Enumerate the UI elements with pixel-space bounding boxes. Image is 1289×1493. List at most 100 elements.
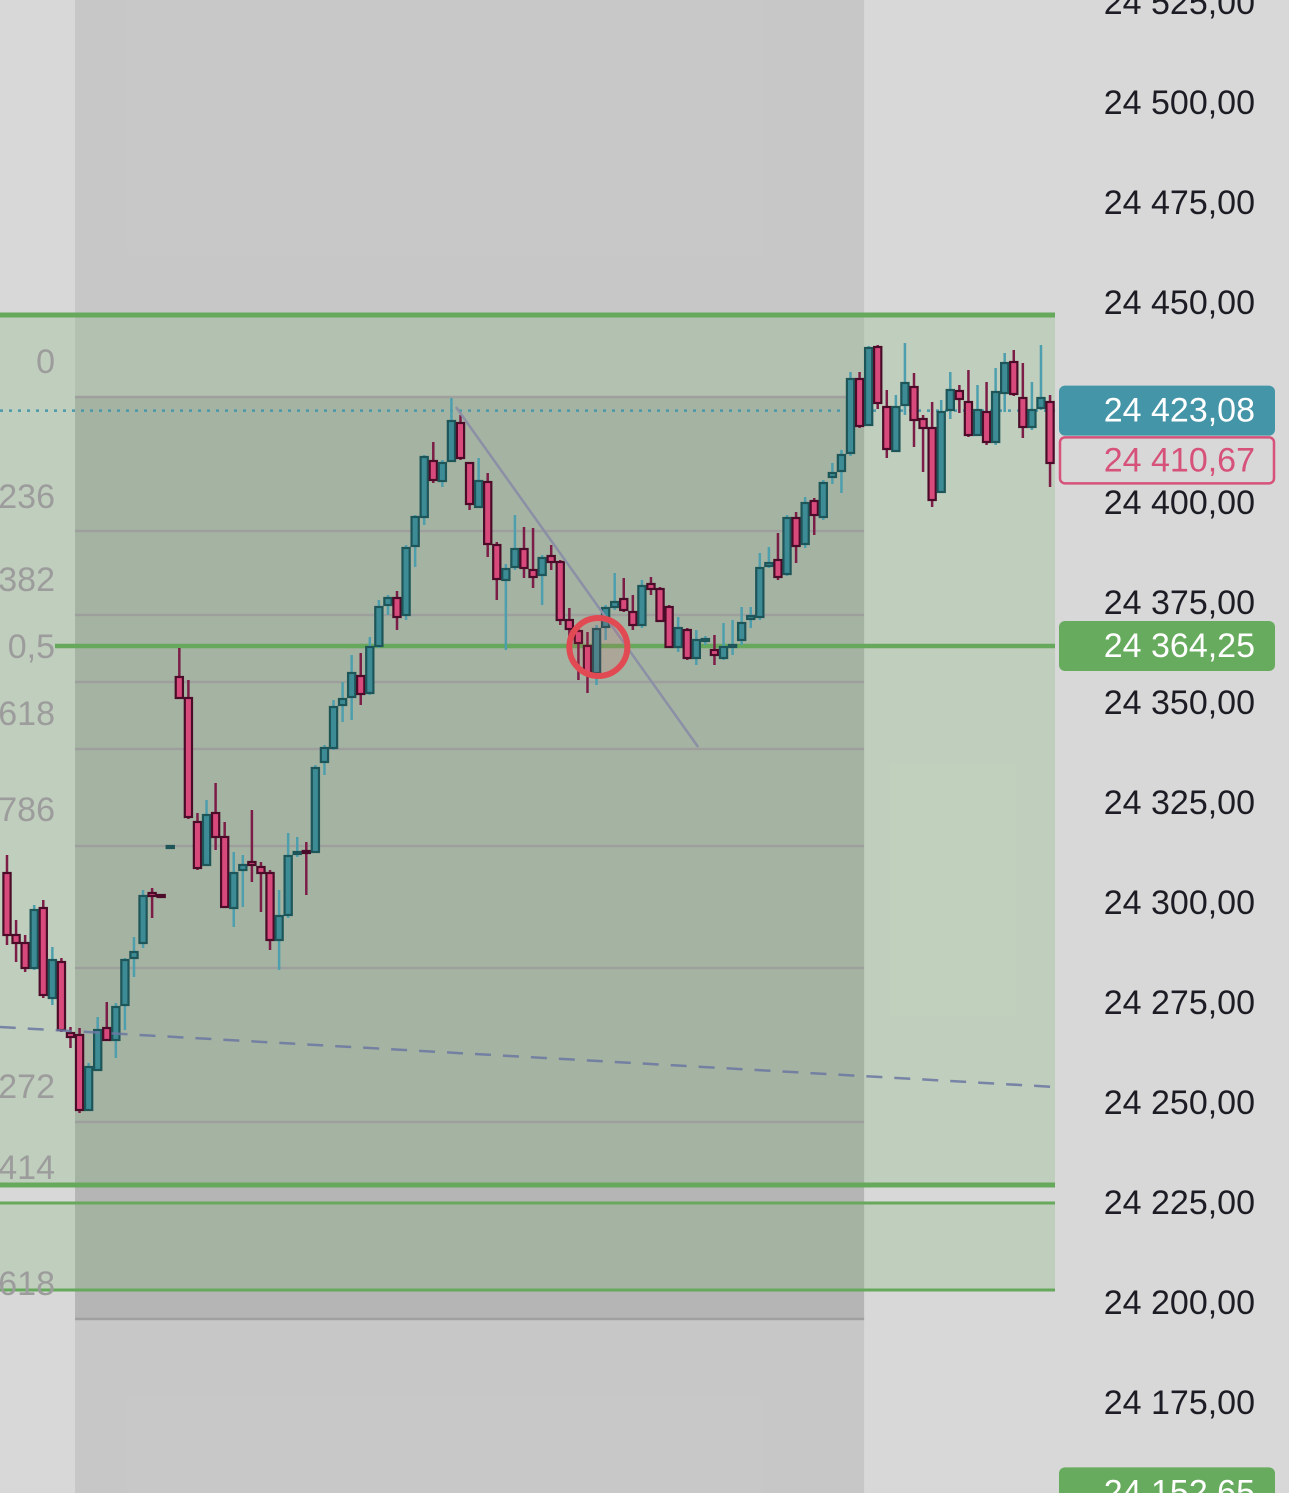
candle-body [156,893,166,899]
candle-body [863,346,874,427]
candle-body [564,618,575,631]
candle [501,564,511,650]
candle [700,636,711,645]
candle [29,905,39,970]
candle-body [628,610,638,627]
price-axis-label: 24 525,00 [1104,0,1255,22]
fib-label-1414: 414 [0,1149,55,1187]
candle-body [936,410,946,494]
candle [56,958,67,1032]
candle-body [927,426,937,502]
candle-body [83,1065,94,1112]
candle [374,600,384,648]
candle-body [990,390,1001,444]
price-axis-label: 24 225,00 [1104,1184,1255,1222]
candle [1045,395,1055,487]
price-axis[interactable]: 24 525,00 24 500,00 24 475,00 24 450,00 24 4… [1104,0,1255,1422]
candle-body [900,381,910,407]
candle-body [664,605,674,649]
candle-body [501,567,511,582]
candle [945,372,955,419]
candle [492,542,502,600]
price-axis-label: 24 325,00 [1104,784,1255,822]
candle [791,512,801,563]
candle [138,890,148,948]
candle [963,370,974,437]
price-tag: 24 152,65 [1059,1467,1275,1493]
candle [873,345,883,409]
fib-label-0: 0 [36,343,55,381]
candle-body [809,499,819,517]
candle-body [319,746,330,764]
price-tag: 24 410,67 [1058,436,1276,485]
candle [219,822,230,909]
candle-body [428,459,438,482]
candle-body [782,516,792,576]
candle-body [646,582,656,591]
candle-body [147,891,157,898]
candle [891,395,901,453]
candle-body [963,400,974,437]
drawing-overlays [0,406,1056,1089]
candle [755,553,765,620]
candle-body [256,865,266,875]
price-axis-label: 24 250,00 [1104,1084,1255,1122]
candle [11,920,21,962]
candle [428,442,438,483]
candle [682,628,692,660]
candle-body [183,696,194,819]
candle-body [56,960,67,1032]
candle [664,605,674,649]
dashed-trend-line [0,1025,1056,1089]
candle [265,870,275,950]
candle-body [192,820,203,870]
candle-body [1009,360,1019,396]
candle [147,888,157,918]
candle [673,617,683,652]
candle [238,855,248,907]
candle-body [374,605,384,648]
candle-body [74,1033,85,1112]
candle [773,533,783,580]
candle-body [727,643,738,649]
candle-body [437,461,448,483]
candle-body [510,547,520,569]
candle-body [174,675,185,700]
candle [655,587,665,623]
candle [782,515,792,576]
candles [2,343,1055,1113]
fib-label-0618: 618 [0,695,55,733]
price-axis-label: 24 450,00 [1104,284,1255,322]
candle-body [555,560,565,622]
candle [900,343,910,415]
candle-body [455,421,466,460]
highlight-circle [566,615,631,679]
candle [356,653,366,705]
candle [210,783,221,850]
price-axis-label: 24 350,00 [1104,684,1255,722]
candle-body [945,388,955,412]
candle-body [410,515,420,548]
fib-level-labels: 0 236 382 0,5 618 786 272 414 618 [0,343,55,1303]
candle-body [764,561,774,568]
candle-body [519,547,529,570]
candle [918,415,928,472]
candle-body [981,410,992,444]
candle [800,497,810,548]
candle [283,833,293,918]
price-axis-label: 24 400,00 [1104,484,1255,522]
fib-label-0786: 786 [0,791,55,829]
candle-body [700,637,711,643]
candle-body [38,906,48,997]
candle [446,398,457,463]
candle-body [473,479,484,509]
candle-body [265,871,275,942]
candle-body [682,628,692,660]
candle-body [337,697,348,707]
price-tag-label: 24 152,65 [1104,1473,1255,1493]
price-axis-label: 24 375,00 [1104,584,1255,622]
candle [102,1002,112,1042]
candle-body [1045,400,1055,465]
candle [111,1003,121,1058]
